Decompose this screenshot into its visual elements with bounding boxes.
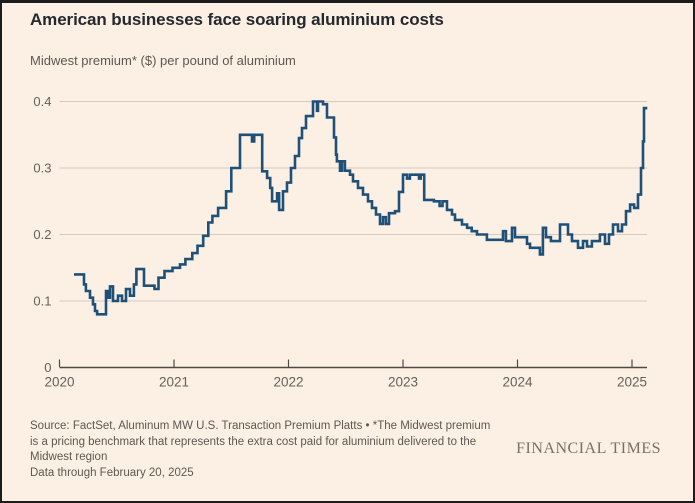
source-text: Source: FactSet, Aluminum MW U.S. Transa… [30, 420, 491, 463]
premium-line-chart: 0 0.1 0.2 0.3 0.4 2020 2021 2022 2023 2024 2025 [33, 94, 648, 390]
source-note: Source: FactSet, Aluminum MW U.S. Transa… [30, 419, 496, 481]
x-tick-label: 2023 [388, 375, 418, 390]
y-tick-label: 0.2 [33, 227, 51, 242]
chart-title: American businesses face soaring alumini… [30, 10, 444, 29]
x-tick-label: 2024 [502, 375, 533, 390]
x-tick-label: 2021 [159, 375, 189, 390]
y-tick-label: 0.4 [33, 94, 51, 109]
y-tick-label: 0.1 [33, 294, 51, 309]
data-through-text: Data through February 20, 2025 [30, 466, 194, 479]
x-tick-label: 2025 [617, 375, 647, 390]
x-tick-label: 2020 [44, 375, 74, 390]
y-tick-label: 0.3 [33, 161, 51, 176]
y-tick-label: 0 [44, 360, 51, 375]
chart-subtitle: Midwest premium* ($) per pound of alumin… [30, 53, 296, 68]
premium-series-path [74, 100, 648, 316]
x-tick-label: 2022 [273, 375, 303, 390]
ft-logo: FINANCIAL TIMES [516, 440, 661, 457]
